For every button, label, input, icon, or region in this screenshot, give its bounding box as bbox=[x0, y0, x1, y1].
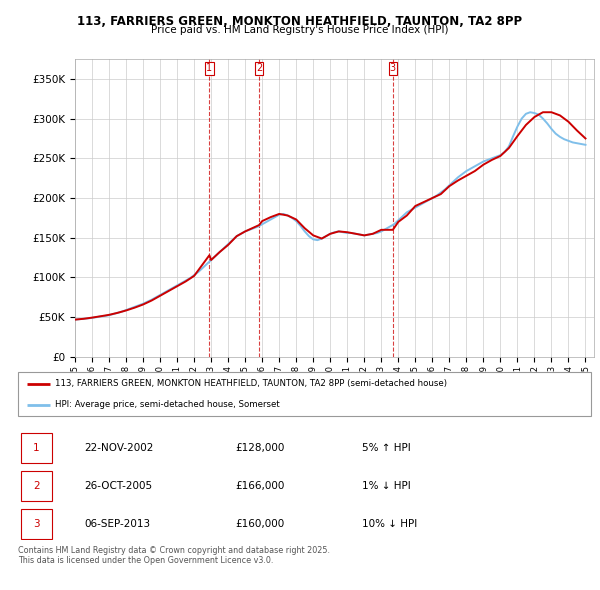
Text: 113, FARRIERS GREEN, MONKTON HEATHFIELD, TAUNTON, TA2 8PP: 113, FARRIERS GREEN, MONKTON HEATHFIELD,… bbox=[77, 15, 523, 28]
Text: 1: 1 bbox=[34, 443, 40, 453]
Text: HPI: Average price, semi-detached house, Somerset: HPI: Average price, semi-detached house,… bbox=[55, 401, 280, 409]
Text: 3: 3 bbox=[34, 519, 40, 529]
Text: Price paid vs. HM Land Registry's House Price Index (HPI): Price paid vs. HM Land Registry's House … bbox=[151, 25, 449, 35]
Text: 06-SEP-2013: 06-SEP-2013 bbox=[84, 519, 150, 529]
Text: 10% ↓ HPI: 10% ↓ HPI bbox=[362, 519, 417, 529]
Text: 113, FARRIERS GREEN, MONKTON HEATHFIELD, TAUNTON, TA2 8PP (semi-detached house): 113, FARRIERS GREEN, MONKTON HEATHFIELD,… bbox=[55, 379, 447, 388]
Text: Contains HM Land Registry data © Crown copyright and database right 2025.
This d: Contains HM Land Registry data © Crown c… bbox=[18, 546, 330, 565]
Text: £160,000: £160,000 bbox=[236, 519, 285, 529]
FancyBboxPatch shape bbox=[21, 509, 52, 539]
Text: 22-NOV-2002: 22-NOV-2002 bbox=[84, 443, 153, 453]
Text: £128,000: £128,000 bbox=[236, 443, 285, 453]
Text: 26-OCT-2005: 26-OCT-2005 bbox=[84, 481, 152, 491]
FancyBboxPatch shape bbox=[18, 372, 591, 416]
Text: £166,000: £166,000 bbox=[236, 481, 285, 491]
Text: 1: 1 bbox=[206, 64, 212, 74]
Text: 5% ↑ HPI: 5% ↑ HPI bbox=[362, 443, 410, 453]
Text: 1% ↓ HPI: 1% ↓ HPI bbox=[362, 481, 410, 491]
Text: 2: 2 bbox=[256, 64, 262, 74]
Text: 2: 2 bbox=[34, 481, 40, 491]
Text: 3: 3 bbox=[390, 64, 396, 74]
FancyBboxPatch shape bbox=[21, 471, 52, 501]
FancyBboxPatch shape bbox=[21, 433, 52, 463]
